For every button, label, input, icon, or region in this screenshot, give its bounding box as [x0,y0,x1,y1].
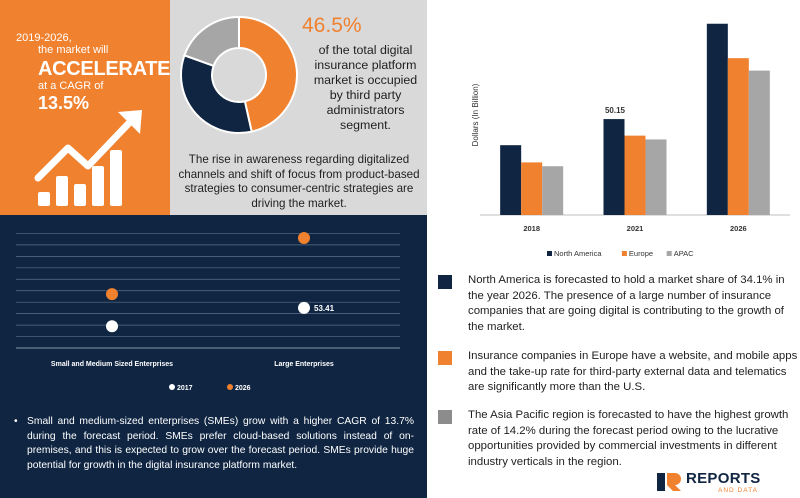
dot-2017-sme [106,320,118,333]
donut-slice-third-party [238,15,298,133]
bar-north-america-2026 [706,23,728,215]
bar-north-america-2018 [500,145,522,215]
donut-slice-navy [180,54,253,134]
sme-note-text: Small and medium-sized enterprises (SMEs… [27,416,414,471]
bar-europe-2026 [727,58,749,216]
legend-label: 2026 [235,385,251,392]
sme-note: • Small and medium-sized enterprises (SM… [14,415,414,473]
cagr-value: 13.5% [38,93,90,113]
legend-label: Europe [629,249,653,258]
legend-label: North America [554,249,602,258]
x-tick-label: Small and Medium Sized Enterprises [51,361,173,368]
dot-2026-sme [106,288,118,301]
growth-chart-icon [34,110,142,206]
legend-label: 2017 [177,385,193,392]
bar-europe-2018 [521,162,543,215]
share-percent: 46.5% [302,14,362,37]
market-share-panel: 46.5% of the total digital insurance pla… [170,0,427,215]
grey-square-icon [438,410,452,424]
navy-square-icon [438,275,452,289]
legend-dot [169,384,175,390]
bullet-icon: • [14,416,18,427]
donut-slice-grey [183,15,240,68]
fact-text: Insurance companies in Europe have a web… [468,350,798,393]
logo-sub: AND DATA [718,487,758,494]
cagr-period: 2019-2026, [16,32,72,44]
legend-swatch [621,251,627,256]
cagr-headline: ACCELERATE [38,58,171,80]
fact-text: The Asia Pacific region is forecasted to… [468,409,789,468]
segment-donut-chart [180,15,298,134]
market-driver-note: The rise in awareness regarding digitali… [178,153,420,210]
orange-square-icon [438,351,452,365]
enterprise-dot-chart: Small and Medium Sized Enterprises Large … [16,232,400,392]
x-tick-label: Large Enterprises [274,361,334,368]
share-description: of the total digital insurance platform … [313,43,418,132]
bar-europe-2021 [624,135,646,215]
cagr-prefix: at a CAGR of [38,80,104,92]
legend-swatch [547,251,552,256]
dot-2026-large [298,232,310,245]
logo-name: REPORTS [686,470,761,487]
legend-swatch [666,251,672,256]
logo-mark-icon [657,473,681,491]
bar-apac-2018 [542,166,564,215]
fact-text: North America is forecasted to hold a ma… [468,274,785,333]
reports-and-data-logo: REPORTS AND DATA [656,470,796,496]
y-axis-label: Dollars (In Billion) [471,83,480,146]
data-label: 50.15 [605,106,626,115]
cagr-panel: 2019-2026, the market will ACCELERATE at… [0,0,170,215]
data-label: 53.41 [314,304,335,313]
legend-label: APAC [674,249,694,258]
cagr-subject: the market will [38,44,109,56]
legend-dot [227,384,233,390]
regional-bar-chart: Dollars (In Billion) 2018 2021 2026 50.15 Nor… [471,23,790,258]
enterprise-size-panel: Small and Medium Sized Enterprises Large … [0,215,427,498]
bar-apac-2026 [748,70,770,216]
x-tick-label: 2018 [523,224,540,233]
dot-2017-large [298,301,310,314]
bar-apac-2021 [645,139,667,215]
x-tick-label: 2026 [730,224,747,233]
bar-north-america-2021 [603,119,625,215]
x-tick-label: 2021 [627,224,644,233]
